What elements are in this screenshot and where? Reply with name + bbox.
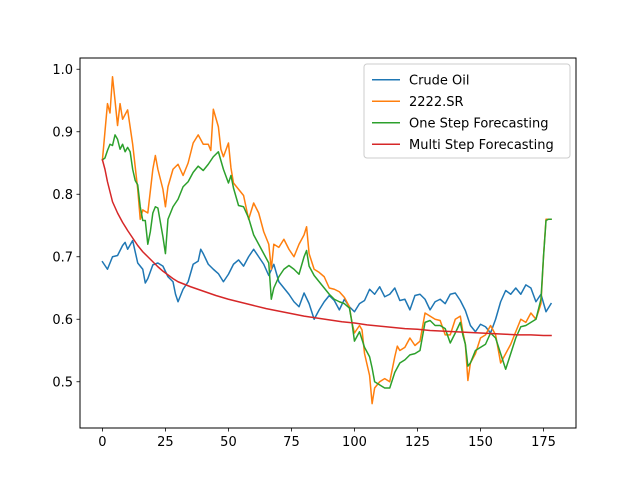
legend-label: Crude Oil (409, 73, 470, 88)
series-line-multi-step-forecasting (101, 158, 552, 337)
x-tick-label: 175 (531, 435, 556, 450)
x-tick-label: 50 (220, 435, 237, 450)
legend-label: Multi Step Forecasting (409, 138, 554, 153)
y-tick-label: 0.7 (52, 250, 73, 265)
legend-box (363, 63, 571, 159)
legend-label: 2222.SR (409, 95, 464, 110)
y-tick-label: 0.6 (52, 313, 73, 328)
series-line-crude-oil (101, 239, 553, 334)
x-tick-label: 0 (98, 435, 106, 450)
plot-frame (79, 57, 577, 429)
y-tick-label: 0.8 (52, 188, 73, 203)
series-line-2222-sr (101, 76, 552, 405)
x-axis: 0 25 50 75 100 125 150 175 (98, 428, 556, 450)
y-tick-label: 0.5 (52, 375, 73, 390)
series-line-one-step-forecasting (101, 134, 552, 389)
legend: Crude Oil 2222.SR One Step Forecasting Mult… (363, 63, 571, 159)
y-tick-label: 0.9 (52, 125, 73, 140)
x-tick-label: 150 (468, 435, 493, 450)
legend-label: One Step Forecasting (409, 116, 548, 131)
x-tick-label: 75 (283, 435, 300, 450)
x-tick-label: 125 (405, 435, 430, 450)
y-axis: 0.5 0.6 0.7 0.8 0.9 1.0 (52, 63, 80, 390)
y-tick-label: 1.0 (52, 63, 73, 78)
x-tick-label: 100 (342, 435, 367, 450)
x-tick-label: 25 (157, 435, 174, 450)
plot-lines (101, 76, 553, 405)
